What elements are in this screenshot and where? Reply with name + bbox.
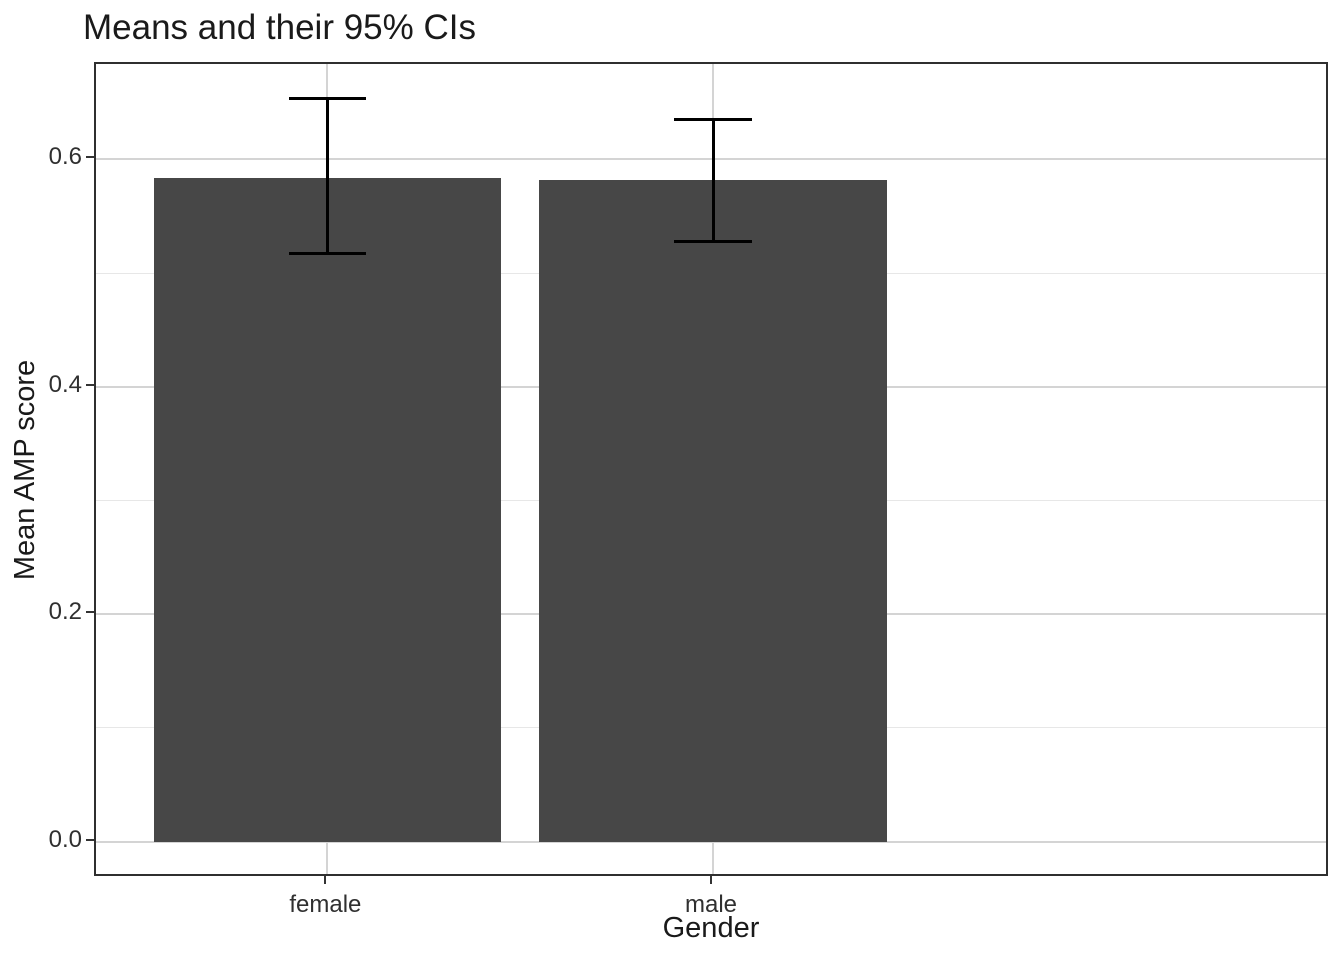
x-axis-title: Gender xyxy=(662,912,760,944)
x-tick-label-female: female xyxy=(289,891,362,918)
chart-title: Means and their 95% CIs xyxy=(83,8,476,47)
y-tick-mark xyxy=(86,838,94,841)
gridline-major xyxy=(96,158,1326,161)
x-tick-label-male: male xyxy=(684,891,738,918)
plot-panel xyxy=(94,62,1328,876)
y-tick-label: 0.0 xyxy=(48,825,82,853)
y-tick-label: 0.6 xyxy=(48,143,82,171)
gridline-major xyxy=(96,840,1326,843)
y-tick-label: 0.4 xyxy=(48,370,82,398)
y-tick-mark xyxy=(86,156,94,159)
error-bar-cap-bottom-male xyxy=(674,239,752,243)
error-bar-cap-top-male xyxy=(674,118,752,122)
error-bar-line-female xyxy=(325,98,329,254)
y-tick-mark xyxy=(86,611,94,614)
bar-male xyxy=(539,179,887,842)
bar-female xyxy=(153,177,501,842)
y-tick-label: 0.2 xyxy=(48,598,82,626)
x-tick-mark xyxy=(324,876,327,884)
x-tick-mark xyxy=(710,876,712,884)
error-bar-line-male xyxy=(711,119,715,242)
y-tick-mark xyxy=(86,383,94,386)
error-bar-cap-bottom-female xyxy=(288,252,366,256)
error-bar-cap-top-female xyxy=(288,96,366,100)
y-axis-title: Mean AMP score xyxy=(9,359,41,581)
